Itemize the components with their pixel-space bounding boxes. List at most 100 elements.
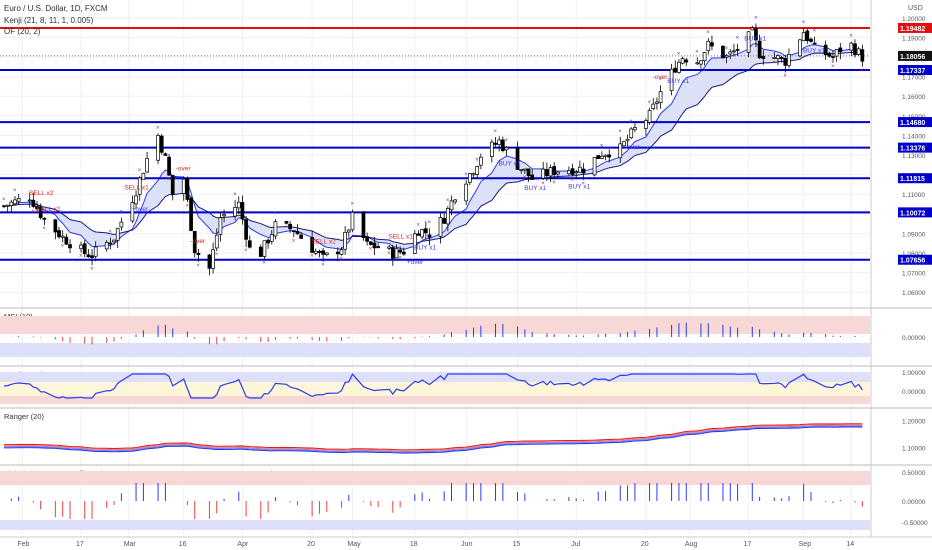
candle[interactable] xyxy=(570,163,575,177)
candle[interactable] xyxy=(53,219,58,240)
candle[interactable] xyxy=(82,240,87,258)
candle[interactable] xyxy=(273,218,278,240)
candle[interactable] xyxy=(350,209,355,233)
candle[interactable] xyxy=(60,230,65,243)
candle[interactable] xyxy=(68,239,72,253)
candle[interactable] xyxy=(145,151,149,174)
candle[interactable] xyxy=(343,226,347,255)
candle[interactable] xyxy=(86,248,91,258)
candle[interactable] xyxy=(853,39,857,58)
candle[interactable] xyxy=(625,134,630,147)
candle[interactable] xyxy=(321,247,325,262)
candle[interactable] xyxy=(644,118,648,136)
candle[interactable] xyxy=(412,230,417,255)
candle[interactable] xyxy=(750,25,755,31)
candle[interactable] xyxy=(603,154,608,161)
candle[interactable] xyxy=(339,247,344,256)
price-marker[interactable]: 1.13376 xyxy=(898,142,932,153)
candle[interactable] xyxy=(269,230,274,245)
candle[interactable] xyxy=(523,168,527,175)
candle[interactable] xyxy=(368,241,373,246)
candle[interactable] xyxy=(735,43,740,56)
candle[interactable] xyxy=(16,193,21,206)
candle[interactable] xyxy=(860,44,865,67)
candle[interactable] xyxy=(427,228,432,246)
candle[interactable] xyxy=(13,195,17,206)
candle[interactable] xyxy=(134,190,138,210)
candle[interactable] xyxy=(159,134,164,155)
candle[interactable] xyxy=(394,244,399,259)
candle[interactable] xyxy=(387,245,391,251)
candle[interactable] xyxy=(5,204,10,213)
candle[interactable] xyxy=(266,238,270,249)
candle[interactable] xyxy=(79,241,83,253)
candle[interactable] xyxy=(390,244,395,266)
candle[interactable] xyxy=(299,231,303,239)
candle[interactable] xyxy=(211,242,215,274)
candle[interactable] xyxy=(449,195,454,216)
candle[interactable] xyxy=(163,152,168,156)
candle[interactable] xyxy=(471,172,476,178)
candle[interactable] xyxy=(647,108,652,125)
candle[interactable] xyxy=(834,48,839,62)
price-pane[interactable]: × × × × × × × × × × × × × × × × × × × × × × × × × × × × × × × × × × × × × × × ×… xyxy=(0,16,870,276)
candle[interactable] xyxy=(618,136,623,163)
candle[interactable] xyxy=(207,254,212,276)
candle[interactable] xyxy=(236,196,241,215)
candle[interactable] xyxy=(108,237,113,250)
candle[interactable] xyxy=(655,97,659,110)
candle[interactable] xyxy=(64,233,69,245)
candle[interactable] xyxy=(530,168,535,181)
candle[interactable] xyxy=(247,235,252,249)
candle[interactable] xyxy=(809,37,813,43)
price-marker[interactable]: 1.07656 xyxy=(898,254,932,265)
candle[interactable] xyxy=(673,60,678,74)
candle[interactable] xyxy=(728,49,733,60)
candle[interactable] xyxy=(556,171,560,178)
candle[interactable] xyxy=(464,180,469,206)
candle[interactable] xyxy=(721,45,725,59)
candle[interactable] xyxy=(827,51,832,58)
candle[interactable] xyxy=(90,248,94,266)
price-axis[interactable]: 1.200001.190001.180001.170001.160001.150… xyxy=(870,0,932,537)
price-marker[interactable]: 1.10072 xyxy=(898,207,932,218)
candle[interactable] xyxy=(112,239,116,245)
candle[interactable] xyxy=(699,60,703,69)
candle[interactable] xyxy=(567,166,571,176)
candle[interactable] xyxy=(761,50,766,65)
candle[interactable] xyxy=(467,172,472,186)
candle[interactable] xyxy=(475,165,480,178)
candle[interactable] xyxy=(42,217,47,226)
indicator-panes[interactable]: MSI (10)TCI (13, 21)Ranger (20)Idnistrad… xyxy=(0,307,932,530)
candle[interactable] xyxy=(541,161,546,180)
candle[interactable] xyxy=(416,230,421,236)
candle[interactable] xyxy=(497,136,502,152)
candle[interactable] xyxy=(284,220,289,225)
candle[interactable] xyxy=(757,34,762,59)
candle[interactable] xyxy=(574,169,579,179)
candle[interactable] xyxy=(680,56,685,65)
candle[interactable] xyxy=(445,206,450,232)
candle[interactable] xyxy=(677,59,681,74)
candle[interactable] xyxy=(291,230,296,238)
candle[interactable] xyxy=(258,244,263,257)
candle[interactable] xyxy=(346,229,351,238)
candle[interactable] xyxy=(596,155,601,159)
price-marker[interactable]: 1.18056 xyxy=(898,50,932,61)
candle[interactable] xyxy=(38,203,43,220)
candle[interactable] xyxy=(115,227,120,249)
candle[interactable] xyxy=(600,151,604,160)
candle[interactable] xyxy=(310,230,314,253)
candle[interactable] xyxy=(607,149,612,163)
candle[interactable] xyxy=(849,41,854,57)
candle[interactable] xyxy=(669,63,674,96)
candle[interactable] xyxy=(779,55,784,63)
candle[interactable] xyxy=(9,199,14,212)
candle[interactable] xyxy=(181,176,186,201)
candle[interactable] xyxy=(361,211,366,241)
candle[interactable] xyxy=(295,224,300,235)
candle[interactable] xyxy=(515,141,520,170)
candle[interactable] xyxy=(548,164,553,183)
candle[interactable] xyxy=(130,195,135,224)
